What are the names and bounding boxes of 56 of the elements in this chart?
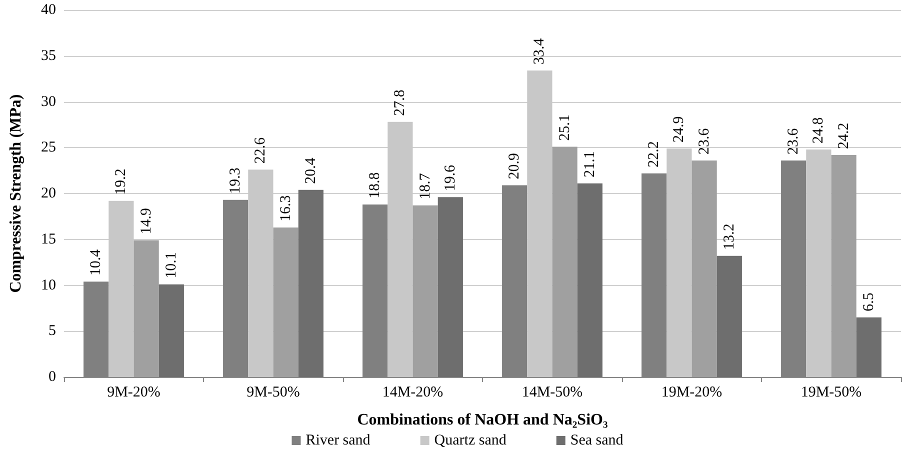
bar <box>831 154 856 377</box>
y-axis-title: Compressive Strength (MPa) <box>8 94 24 293</box>
data-label: 20.9 <box>506 152 523 180</box>
y-tick-label: 20 <box>41 186 56 202</box>
data-label: 23.6 <box>696 128 712 154</box>
data-label: 23.6 <box>786 128 802 154</box>
x-tick-label: 19M-20% <box>661 384 722 400</box>
data-label: 16.3 <box>278 195 294 222</box>
data-label: 27.8 <box>392 90 408 116</box>
data-label: 24.8 <box>810 117 827 144</box>
data-label: 19.6 <box>442 164 458 192</box>
bar <box>273 227 298 377</box>
data-label: 20.4 <box>302 157 319 184</box>
data-label: 13.2 <box>721 224 738 250</box>
data-label: 22.6 <box>252 136 269 164</box>
x-tick-label: 14M-20% <box>382 384 444 400</box>
data-label: 10.4 <box>88 248 104 276</box>
data-label: 18.8 <box>367 172 384 199</box>
data-label: 19.2 <box>113 168 130 195</box>
y-tick-label: 15 <box>41 231 56 248</box>
x-tick-label: 9M-50% <box>246 384 300 400</box>
bar <box>438 197 463 377</box>
x-tick-label: 9M-20% <box>107 384 160 400</box>
x-tick-label: 14M-50% <box>522 384 583 400</box>
y-tick-label: 40 <box>41 2 56 18</box>
legend-label: River sand <box>306 432 371 448</box>
y-tick-label: 5 <box>48 323 56 340</box>
data-label: 25.1 <box>556 114 573 141</box>
x-axis-title: Combinations of NaOH and Na₂SiO₃ <box>357 412 608 428</box>
y-tick-label: 10 <box>41 277 56 294</box>
y-tick-label: 0 <box>48 369 56 385</box>
y-tick-label: 35 <box>41 48 56 64</box>
data-label: 10.1 <box>163 252 180 278</box>
y-tick-label: 25 <box>41 140 56 156</box>
bar <box>552 146 578 377</box>
data-label: 24.2 <box>836 122 852 149</box>
bar <box>716 256 742 377</box>
bar <box>692 160 717 377</box>
data-label: 21.1 <box>582 151 598 178</box>
data-label: 24.9 <box>671 116 688 143</box>
bar <box>158 284 184 377</box>
bar <box>856 317 882 377</box>
data-label: 19.3 <box>228 168 244 194</box>
data-label: 22.2 <box>646 141 662 168</box>
x-tick-label: 19M-50% <box>800 384 862 400</box>
bar <box>298 190 324 377</box>
data-label: 14.9 <box>138 208 154 234</box>
bar <box>412 205 438 377</box>
data-label: 33.4 <box>532 38 548 65</box>
data-label: 6.5 <box>860 292 877 312</box>
bar <box>134 240 159 377</box>
legend-label: Sea sand <box>570 432 624 448</box>
y-tick-label: 30 <box>41 94 56 110</box>
data-label: 18.7 <box>417 172 434 200</box>
bar <box>577 183 602 377</box>
legend-label: Quartz sand <box>434 432 507 448</box>
